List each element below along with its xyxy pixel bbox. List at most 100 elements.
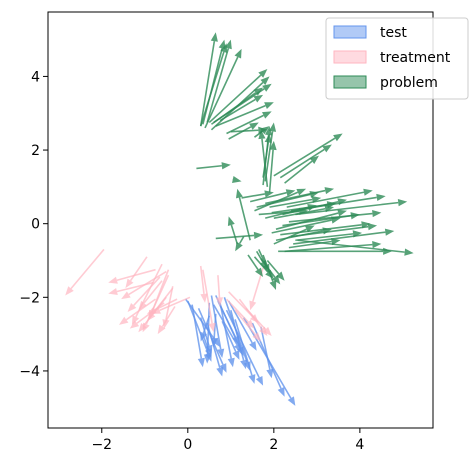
arrow-head xyxy=(208,322,216,333)
arrow-head xyxy=(205,348,212,359)
arrow-shaft xyxy=(280,223,362,236)
arrow-head xyxy=(129,320,140,329)
arrow xyxy=(151,296,191,314)
arrow-head xyxy=(197,357,205,368)
arrow-head xyxy=(121,291,131,300)
arrow-shaft xyxy=(199,51,225,127)
arrow xyxy=(235,188,251,241)
arrow xyxy=(286,188,373,208)
arrow-head xyxy=(248,374,256,384)
arrow xyxy=(225,298,255,329)
arrow xyxy=(280,221,371,236)
arrow-head xyxy=(234,48,242,59)
arrow xyxy=(273,225,315,245)
arrow-head xyxy=(350,212,360,220)
arrow-shaft xyxy=(151,269,170,312)
arrow-head xyxy=(255,267,264,278)
arrow xyxy=(118,298,157,325)
x-axis: −2 0 2 4 xyxy=(91,428,364,453)
arrow xyxy=(288,237,341,249)
arrow-shaft xyxy=(230,224,239,245)
arrow-head xyxy=(245,319,255,329)
arrow-head xyxy=(227,216,235,226)
arrow-head xyxy=(322,144,332,153)
arrow-shaft xyxy=(238,197,251,241)
arrow xyxy=(215,275,224,307)
arrow-shaft xyxy=(206,322,221,369)
arrow xyxy=(213,83,272,124)
series-problem xyxy=(196,32,414,290)
arrow-head xyxy=(235,188,243,199)
arrow-shaft xyxy=(221,320,237,352)
arrow-shaft xyxy=(284,243,373,253)
y-tick-label: −2 xyxy=(19,290,40,306)
arrow-shaft xyxy=(238,298,263,330)
arrow xyxy=(232,175,242,183)
arrow-shaft xyxy=(210,295,222,350)
arrow-shaft xyxy=(212,304,238,346)
arrow xyxy=(230,309,248,370)
arrow xyxy=(196,162,231,170)
arrow-head xyxy=(65,286,74,296)
legend-swatch-treatment xyxy=(333,50,367,64)
arrow xyxy=(238,298,268,336)
arrow-shaft xyxy=(286,191,365,208)
arrow-shaft xyxy=(213,313,217,339)
arrow-shaft xyxy=(225,298,249,323)
arrow xyxy=(279,144,332,179)
arrow xyxy=(131,263,163,325)
arrow-head xyxy=(397,199,408,207)
arrow-head xyxy=(240,359,248,370)
arrow-shaft xyxy=(206,48,230,123)
arrow-shaft xyxy=(204,56,239,129)
arrow-head xyxy=(309,155,320,165)
arrow xyxy=(266,259,285,281)
arrow-head xyxy=(276,271,285,281)
arrow xyxy=(284,241,382,253)
arrow-head xyxy=(210,32,218,42)
arrow-shaft xyxy=(266,259,280,275)
arrow-shaft xyxy=(241,193,266,199)
arrow-head xyxy=(258,129,266,140)
arrow-head xyxy=(272,275,281,285)
arrow xyxy=(219,94,264,122)
arrow-shaft xyxy=(154,298,178,311)
arrow-shaft xyxy=(199,41,216,127)
arrow-shaft xyxy=(273,137,336,177)
y-tick-label: 4 xyxy=(31,69,40,85)
arrow-head xyxy=(322,227,332,235)
arrow xyxy=(260,326,274,379)
arrow-shaft xyxy=(133,276,161,306)
arrow-head xyxy=(324,187,335,195)
arrow-shaft xyxy=(143,280,163,304)
arrow-head xyxy=(162,319,170,329)
arrow-shaft xyxy=(125,298,157,321)
arrow-shaft xyxy=(230,129,259,133)
arrow-head xyxy=(376,193,386,202)
arrow xyxy=(247,254,264,278)
x-tick-label: 4 xyxy=(355,437,364,453)
arrow-head xyxy=(131,315,140,325)
arrow xyxy=(65,248,105,296)
arrow xyxy=(275,209,347,230)
arrow-head xyxy=(258,69,268,78)
arrow xyxy=(273,133,343,177)
arrow-head xyxy=(269,280,277,290)
arrow-shaft xyxy=(230,309,245,361)
arrow-head xyxy=(285,189,296,197)
arrow xyxy=(278,247,393,255)
arrow-shaft xyxy=(258,249,267,266)
arrow-shaft xyxy=(284,160,313,184)
arrow-head xyxy=(260,126,270,135)
arrow-head xyxy=(383,247,393,255)
arrow-head xyxy=(262,326,272,336)
arrow xyxy=(206,322,224,377)
arrow xyxy=(199,32,218,127)
arrow-head xyxy=(249,341,257,351)
arrow xyxy=(262,133,272,178)
arrow xyxy=(202,269,216,333)
arrow-head xyxy=(367,223,378,231)
arrow-head xyxy=(127,302,137,313)
arrow-shaft xyxy=(295,233,354,242)
arrow-shaft xyxy=(295,201,399,216)
